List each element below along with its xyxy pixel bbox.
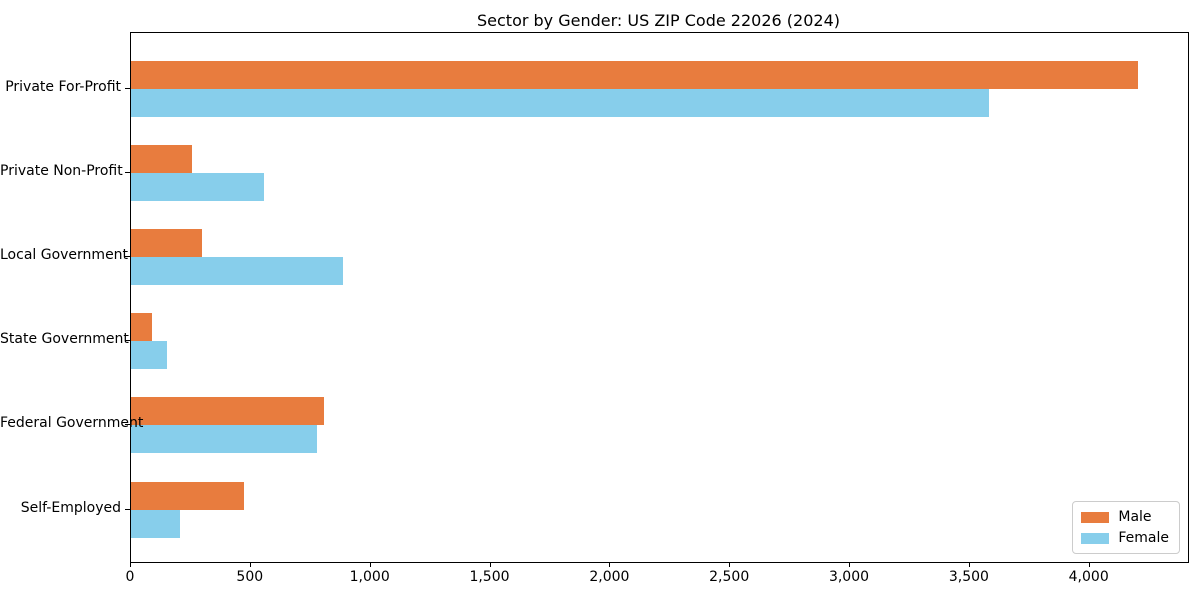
x-tick-mark-1,500 (489, 563, 491, 567)
bar-male-self-employed (131, 481, 244, 510)
bar-female-private-for-profit (131, 89, 990, 117)
x-tick-label-500: 500 (236, 569, 264, 585)
y-tick-mark-local-government (125, 256, 130, 258)
legend-entry-male: Male (1081, 509, 1169, 525)
y-axis-label-federal-government: Federal Government (0, 415, 144, 432)
legend-entry-female: Female (1081, 530, 1169, 546)
bar-female-federal-government (131, 425, 317, 454)
bar-female-state-government (131, 341, 168, 370)
y-tick-mark-self-employed (125, 508, 130, 510)
legend-swatch-female (1081, 532, 1110, 544)
x-tick-label-4,000: 4,000 (1068, 569, 1109, 585)
x-tick-mark-0 (130, 563, 131, 567)
y-axis-label-local-government: Local Government (0, 247, 129, 264)
bar-male-private-for-profit (131, 61, 1138, 89)
x-tick-label-2,000: 2,000 (589, 569, 630, 585)
x-tick-label-3,500: 3,500 (948, 569, 989, 585)
x-tick-mark-2,000 (609, 563, 611, 567)
y-tick-mark-private-for-profit (125, 88, 130, 89)
y-axis-label-state-government: State Government (0, 331, 129, 348)
x-tick-label-0: 0 (125, 569, 135, 585)
x-tick-mark-3,000 (849, 563, 850, 567)
bar-male-federal-government (131, 397, 324, 426)
legend-swatch-male (1081, 511, 1110, 523)
legend-label-female: Female (1118, 530, 1169, 546)
bar-female-private-non-profit (131, 173, 264, 202)
legend: Male Female (1072, 501, 1180, 554)
plot-area (130, 32, 1189, 563)
x-tick-mark-2,500 (729, 563, 731, 567)
bar-male-private-non-profit (131, 145, 193, 174)
y-tick-mark-federal-government (125, 424, 130, 426)
x-tick-label-1,000: 1,000 (349, 569, 390, 585)
y-axis-label-private-for-profit: Private For-Profit (5, 79, 121, 95)
x-tick-label-3,000: 3,000 (828, 569, 870, 585)
chart-title: Sector by Gender: US ZIP Code 22026 (202… (477, 11, 840, 30)
bar-female-self-employed (131, 509, 181, 538)
y-axis-label-private-non-profit: Private Non-Profit (0, 163, 123, 180)
bar-male-local-government (131, 229, 202, 258)
y-tick-mark-private-non-profit (125, 172, 130, 174)
bar-male-state-government (131, 313, 153, 342)
x-tick-mark-3,500 (968, 563, 970, 567)
y-tick-mark-state-government (125, 340, 130, 342)
x-tick-mark-1,000 (369, 563, 371, 567)
legend-label-male: Male (1118, 509, 1152, 525)
y-axis-label-self-employed: Self-Employed (20, 499, 121, 516)
x-tick-mark-500 (249, 563, 251, 567)
x-tick-mark-4,000 (1088, 563, 1090, 567)
bar-female-local-government (131, 257, 344, 286)
x-tick-label-2,500: 2,500 (709, 569, 750, 585)
x-tick-label-1,500: 1,500 (469, 569, 510, 585)
